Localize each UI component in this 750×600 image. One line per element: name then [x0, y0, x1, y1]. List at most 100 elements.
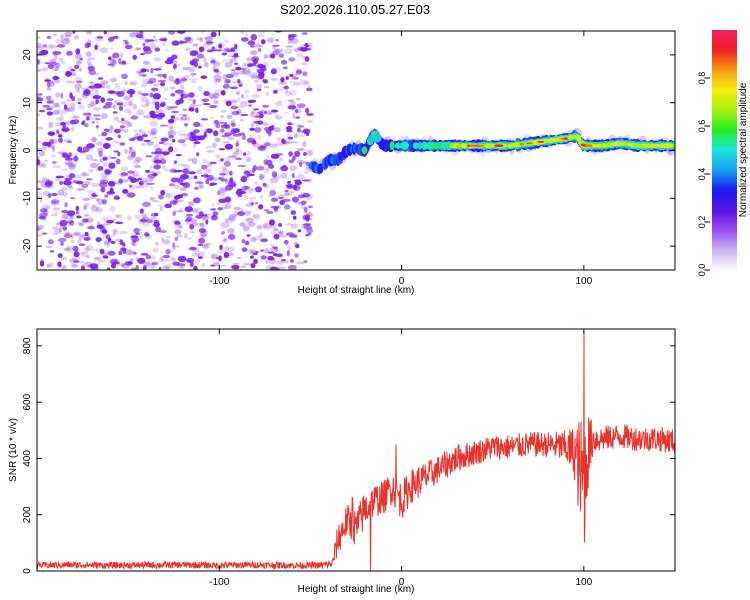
noise-speckle: [54, 211, 59, 215]
noise-speckle: [177, 255, 187, 263]
noise-speckle: [304, 170, 308, 174]
noise-speckle: [47, 43, 54, 50]
noise-speckle: [128, 249, 134, 256]
noise-speckle: [203, 37, 210, 40]
noise-speckle: [158, 141, 165, 145]
noise-speckle: [93, 83, 103, 89]
noise-speckle: [306, 87, 313, 92]
noise-speckle: [263, 209, 270, 212]
noise-speckle: [184, 123, 189, 127]
noise-speckle: [119, 239, 124, 246]
noise-speckle: [227, 233, 236, 240]
noise-speckle: [177, 131, 181, 134]
noise-speckle: [239, 119, 245, 122]
noise-speckle: [79, 234, 86, 239]
noise-speckle: [135, 185, 144, 189]
noise-speckle: [193, 265, 198, 270]
noise-speckle: [142, 214, 148, 217]
noise-speckle: [97, 256, 102, 263]
noise-speckle: [75, 48, 81, 55]
noise-speckle: [174, 89, 184, 94]
noise-speckle: [254, 202, 259, 205]
noise-speckle: [160, 82, 166, 87]
noise-speckle: [305, 193, 313, 201]
noise-speckle: [220, 90, 226, 96]
noise-speckle: [178, 113, 186, 116]
noise-speckle: [286, 250, 290, 257]
noise-speckle: [239, 265, 247, 268]
noise-speckle: [277, 231, 283, 237]
noise-speckle: [149, 198, 156, 201]
noise-speckle: [278, 53, 285, 58]
noise-speckle: [95, 118, 101, 121]
noise-speckle: [76, 210, 79, 214]
noise-speckle: [104, 170, 113, 174]
noise-speckle: [263, 86, 270, 89]
noise-speckle: [220, 264, 227, 267]
noise-speckle: [72, 232, 80, 236]
noise-speckle: [289, 259, 294, 264]
noise-speckle: [97, 162, 101, 165]
noise-speckle: [77, 97, 82, 101]
noise-speckle: [106, 191, 111, 196]
noise-speckle: [102, 161, 108, 168]
noise-speckle: [131, 267, 137, 270]
noise-speckle: [243, 263, 252, 266]
noise-speckle: [159, 156, 165, 160]
noise-speckle: [201, 98, 208, 104]
noise-speckle: [195, 104, 203, 107]
noise-speckle: [283, 111, 289, 115]
noise-speckle: [255, 250, 259, 253]
noise-speckle: [44, 181, 53, 187]
noise-speckle: [125, 249, 133, 256]
noise-speckle: [245, 156, 252, 163]
noise-speckle: [60, 33, 64, 40]
noise-speckle: [303, 80, 310, 85]
noise-speckle: [224, 246, 230, 252]
noise-speckle: [168, 31, 176, 35]
noise-speckle: [180, 77, 187, 84]
noise-speckle: [83, 204, 88, 210]
noise-speckle: [288, 151, 293, 157]
noise-speckle: [271, 108, 278, 115]
noise-speckle: [120, 172, 128, 176]
noise-speckle: [181, 94, 188, 99]
noise-speckle: [235, 189, 243, 196]
noise-speckle: [168, 146, 174, 153]
noise-speckle: [72, 256, 81, 261]
noise-speckle: [91, 121, 96, 124]
noise-speckle: [56, 108, 66, 115]
noise-speckle: [268, 224, 277, 229]
noise-speckle: [192, 197, 201, 204]
noise-speckle: [117, 151, 121, 157]
noise-speckle: [107, 180, 116, 187]
noise-speckle: [173, 160, 177, 164]
noise-speckle: [130, 241, 136, 247]
noise-speckle: [288, 34, 292, 38]
noise-speckle: [262, 223, 268, 229]
noise-speckle: [297, 229, 302, 233]
noise-speckle: [90, 136, 98, 143]
noise-speckle: [223, 161, 231, 167]
x-tick-label: -100: [209, 577, 229, 588]
noise-speckle: [108, 162, 116, 169]
noise-speckle: [273, 172, 278, 176]
noise-speckle: [161, 41, 167, 47]
noise-speckle: [241, 238, 246, 244]
noise-speckle: [262, 104, 270, 108]
noise-speckle: [259, 113, 264, 119]
noise-speckle: [201, 215, 210, 221]
noise-speckle: [77, 188, 86, 191]
noise-speckle: [252, 213, 260, 219]
noise-speckle: [161, 165, 166, 170]
spectrogram-xlabel: Height of straight line (km): [298, 285, 415, 296]
noise-speckle: [203, 90, 210, 97]
noise-speckle: [47, 64, 54, 69]
noise-speckle: [102, 223, 108, 226]
noise-speckle: [214, 137, 221, 142]
noise-speckle: [69, 173, 76, 179]
noise-speckle: [258, 173, 265, 179]
noise-speckle: [139, 218, 148, 223]
noise-speckle: [244, 211, 251, 217]
